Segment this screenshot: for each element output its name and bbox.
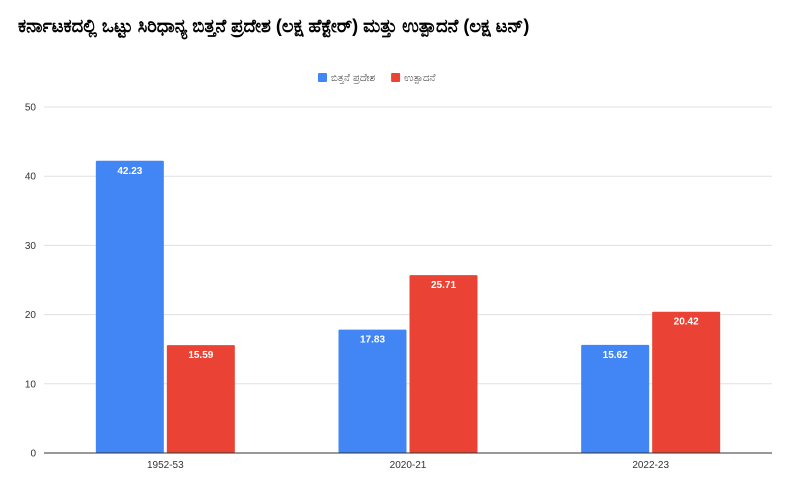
data-label: 20.42 bbox=[674, 317, 699, 328]
x-tick-label: 2022-23 bbox=[632, 460, 669, 471]
y-tick-label: 10 bbox=[25, 379, 37, 390]
y-axis-ticks: 0 10 20 30 40 50 bbox=[25, 103, 37, 460]
data-label: 15.59 bbox=[188, 350, 213, 361]
y-tick-label: 0 bbox=[30, 449, 36, 460]
data-label: 17.83 bbox=[360, 335, 385, 346]
data-labels: 42.23 15.59 17.83 25.71 15.62 20.42 bbox=[117, 166, 699, 361]
legend-label: ಉತ್ಪಾದನೆ bbox=[404, 73, 436, 84]
bar-area-2020-21 bbox=[338, 329, 407, 453]
bar-area-2022-23 bbox=[581, 344, 650, 453]
y-tick-label: 50 bbox=[25, 103, 37, 114]
data-label: 25.71 bbox=[431, 280, 456, 291]
data-label: 42.23 bbox=[117, 166, 142, 177]
y-tick-label: 30 bbox=[25, 241, 37, 252]
x-tick-label: 2020-21 bbox=[390, 460, 427, 471]
bar-production-2022-23 bbox=[652, 311, 721, 453]
y-tick-label: 20 bbox=[25, 310, 37, 321]
gridlines bbox=[44, 106, 772, 385]
data-label: 15.62 bbox=[603, 350, 628, 361]
bars bbox=[95, 160, 721, 453]
x-tick-label: 1952-53 bbox=[147, 460, 184, 471]
bar-production-1952-53 bbox=[166, 345, 235, 453]
legend-label: ಬಿತ್ತನೆ ಪ್ರದೇಶ bbox=[331, 73, 376, 84]
legend: ಬಿತ್ತನೆ ಪ್ರದೇಶ ಉತ್ಪಾದನೆ bbox=[318, 73, 436, 84]
legend-swatch bbox=[318, 73, 327, 82]
x-axis-ticks: 1952-53 2020-21 2022-23 bbox=[147, 460, 669, 471]
bar-production-2020-21 bbox=[409, 275, 478, 453]
legend-swatch bbox=[391, 73, 401, 82]
y-tick-label: 40 bbox=[25, 172, 37, 183]
bar-area-1952-53 bbox=[95, 160, 164, 453]
chart-title: ಕರ್ನಾಟಕದಲ್ಲಿ ಒಟ್ಟು ಸಿರಿಧಾನ್ಯ ಬಿತ್ತನೆ ಪ್ರ… bbox=[18, 16, 530, 36]
